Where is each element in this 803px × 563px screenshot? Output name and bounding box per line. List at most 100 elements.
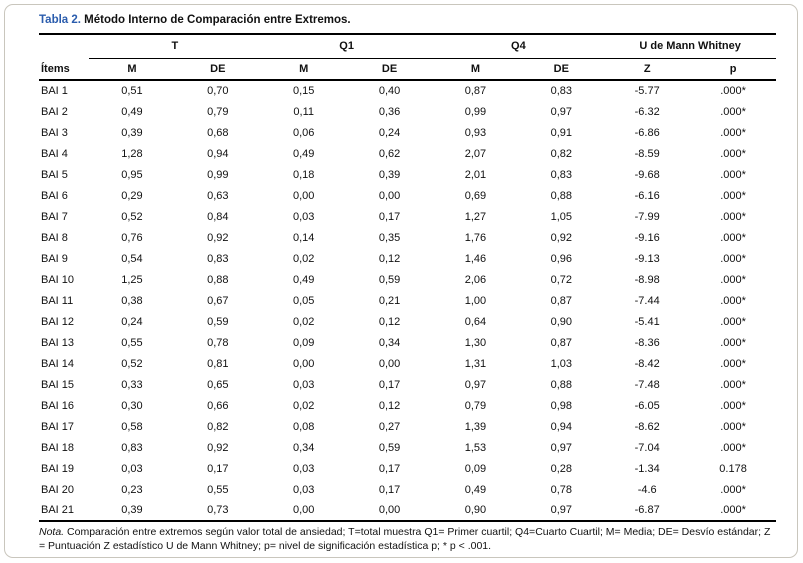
table-cell: -8.59	[634, 147, 660, 160]
row-item-label: BAI 9	[41, 252, 68, 265]
table-cell: 0,12	[378, 315, 401, 328]
table-row: BAI 2 0,49 0,79 0,11 0,36 0,99 0,97 -6.32 .000*	[39, 101, 776, 122]
table-cell: 0,40	[378, 85, 401, 97]
table-cell: 0,00	[292, 357, 315, 370]
row-item-label: BAI 7	[41, 210, 68, 223]
table-cell: 0,02	[292, 399, 315, 412]
column-header-m: M	[260, 58, 347, 81]
column-header-z: Z	[604, 58, 691, 81]
table-cell: 0,36	[378, 105, 401, 118]
table-cell: .000*	[720, 483, 746, 496]
table-cell: -6.86	[634, 126, 660, 139]
table-cell: 0,51	[121, 85, 143, 97]
footnote-text: Comparación entre extremos según valor t…	[39, 526, 771, 552]
table-cell: 0,67	[207, 294, 229, 307]
table-cell: 0,54	[121, 252, 143, 265]
table-cell: 0,93	[464, 126, 487, 139]
table-cell: 1,28	[121, 147, 143, 160]
table-cell: 0,59	[378, 273, 401, 286]
group-header-q4: Q4	[432, 34, 605, 59]
table-cell: .000*	[720, 105, 746, 118]
row-item-label: BAI 2	[41, 105, 68, 118]
table-cell: 0,78	[207, 336, 229, 349]
table-cell: 0,83	[121, 441, 143, 454]
row-item-label: BAI 19	[41, 462, 75, 475]
table-cell: 0,90	[432, 500, 519, 522]
table-cell: 0,79	[207, 105, 229, 118]
table-cell: 0,23	[121, 483, 143, 496]
table-cell: 0,38	[121, 294, 143, 307]
table-row: BAI 19 0,03 0,17 0,03 0,17 0,09 0,28 -1.34 0.178	[39, 458, 776, 479]
table-cell: 0,00	[292, 189, 315, 202]
row-item-label: BAI 15	[41, 378, 75, 391]
table-cell: 0,49	[464, 483, 487, 496]
table-row: BAI 1 0,51 0,70 0,15 0,40 0,87 0,83 -5.77 .000*	[39, 80, 776, 101]
table-cell: 0.178	[719, 462, 747, 475]
footnote-nota-label: Nota.	[39, 526, 65, 538]
table-cell: -7.04	[634, 441, 660, 454]
row-item-label: BAI 5	[41, 168, 68, 181]
row-item-label: BAI 13	[41, 336, 75, 349]
table-cell: 0,52	[121, 210, 143, 223]
table-cell: 0,34	[378, 336, 401, 349]
table-cell: -5.41	[634, 315, 660, 328]
row-item-label: BAI 14	[41, 357, 75, 370]
group-header-u-de-mann-whitney: U de Mann Whitney	[604, 34, 776, 59]
table-cell: 0,88	[550, 189, 573, 202]
table-card: Tabla 2. Método Interno de Comparación e…	[4, 4, 798, 558]
table-row: BAI 11 0,38 0,67 0,05 0,21 1,00 0,87 -7.44 .000*	[39, 290, 776, 311]
table-cell: 0,03	[292, 462, 315, 475]
table-cell: 0,55	[207, 483, 229, 496]
table-cell: 0,94	[207, 147, 229, 160]
table-cell: 0,11	[293, 105, 314, 118]
table-cell: 0,59	[207, 315, 229, 328]
table-cell: 0,24	[121, 315, 143, 328]
table-row: BAI 18 0,83 0,92 0,34 0,59 1,53 0,97 -7.04 .000*	[39, 437, 776, 458]
table-cell: .000*	[720, 357, 746, 370]
table-cell: 0,24	[378, 126, 401, 139]
table-cell: .000*	[720, 294, 746, 307]
table-cell: -7.99	[634, 210, 660, 223]
table-row: BAI 17 0,58 0,82 0,08 0,27 1,39 0,94 -8.62 .000*	[39, 416, 776, 437]
row-item-label: BAI 17	[41, 420, 75, 433]
table-cell: 1,27	[464, 210, 487, 223]
table-cell: 0,72	[550, 273, 573, 286]
table-cell: 0,68	[207, 126, 229, 139]
table-cell: 0,17	[378, 378, 401, 391]
row-item-label: BAI 4	[41, 147, 68, 160]
table-row: BAI 9 0,54 0,83 0,02 0,12 1,46 0,96 -9.13 .000*	[39, 248, 776, 269]
table-cell: -8.62	[634, 420, 660, 433]
table-cell: -6.05	[634, 399, 660, 412]
table-cell: 0,65	[207, 378, 229, 391]
stub-cell	[39, 34, 89, 58]
table-cell: .000*	[720, 336, 746, 349]
table-cell: 1,53	[464, 441, 487, 454]
column-header-m: M	[432, 58, 519, 81]
table-cell: 0,33	[121, 378, 143, 391]
table-cell: .000*	[720, 231, 746, 244]
table-cell: 1,76	[464, 231, 487, 244]
table-cell: 0,88	[550, 378, 573, 391]
group-header-q1: Q1	[260, 34, 433, 59]
table-cell: -7.48	[634, 378, 660, 391]
table-cell: 0,39	[121, 126, 143, 139]
table-row: BAI 4 1,28 0,94 0,49 0,62 2,07 0,82 -8.59 .000*	[39, 143, 776, 164]
table-cell: .000*	[720, 252, 746, 265]
table-cell: 0,59	[378, 441, 401, 454]
table-cell: 0,92	[550, 231, 573, 244]
row-item-label: BAI 20	[41, 483, 75, 496]
table-cell: 0,83	[550, 85, 573, 97]
table-cell: -9.68	[634, 168, 660, 181]
table-cell: 0,00	[378, 189, 401, 202]
table-cell: 0,49	[121, 105, 143, 118]
table-footnote: Nota. Comparación entre extremos según v…	[39, 526, 776, 554]
table-cell: 1,03	[550, 357, 573, 370]
items-column-header: Ítems	[39, 58, 89, 81]
column-header-de: DE	[518, 58, 605, 81]
table-cell: .000*	[720, 147, 746, 160]
table-row: BAI 8 0,76 0,92 0,14 0,35 1,76 0,92 -9.16 .000*	[39, 227, 776, 248]
table-cell: .000*	[720, 399, 746, 412]
table-row: BAI 12 0,24 0,59 0,02 0,12 0,64 0,90 -5.41 .000*	[39, 311, 776, 332]
